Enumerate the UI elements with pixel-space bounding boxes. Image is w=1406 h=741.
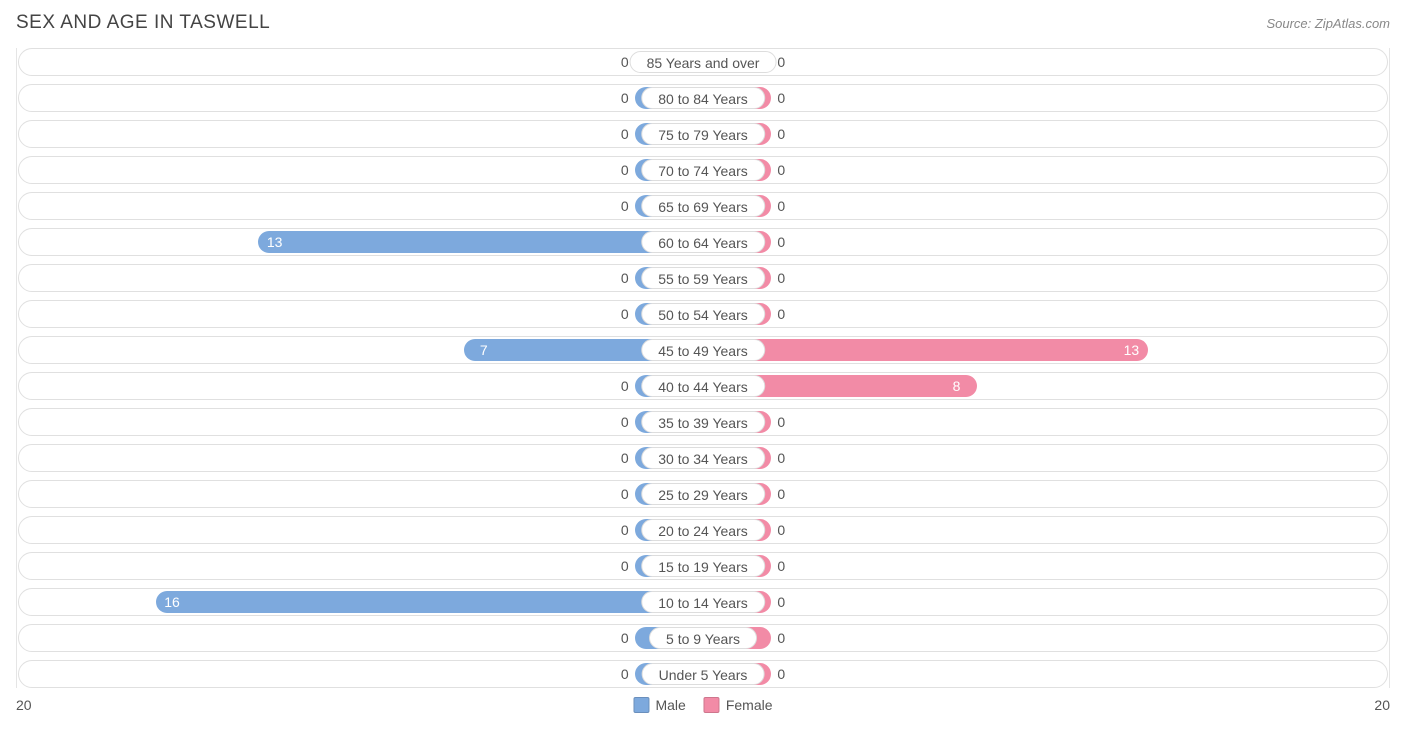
pyramid-row: 0 0 5 to 9 Years xyxy=(18,624,1388,652)
category-pill: 55 to 59 Years xyxy=(641,267,765,289)
female-value: 0 xyxy=(777,121,785,147)
category-pill: 60 to 64 Years xyxy=(641,231,765,253)
category-pill: 15 to 19 Years xyxy=(641,555,765,577)
population-pyramid-chart: 0085 Years and over0080 to 84 Years0075 … xyxy=(16,48,1390,688)
female-swatch-icon xyxy=(704,697,720,713)
pyramid-row: 0 0 Under 5 Years xyxy=(18,660,1388,688)
legend-item-male: Male xyxy=(633,697,685,713)
female-value: 0 xyxy=(777,265,785,291)
male-value: 0 xyxy=(621,373,629,399)
pyramid-row: 0 0 35 to 39 Years xyxy=(18,408,1388,436)
male-value: 0 xyxy=(621,121,629,147)
chart-footer: 20 Male Female 20 xyxy=(16,694,1390,716)
pyramid-row: 0 0 75 to 79 Years xyxy=(18,120,1388,148)
pyramid-row: 16 0 10 to 14 Years xyxy=(18,588,1388,616)
male-value: 0 xyxy=(621,517,629,543)
female-bar xyxy=(703,339,1148,361)
female-value: 0 xyxy=(777,625,785,651)
male-value: 7 xyxy=(480,337,488,363)
pyramid-row: 13 0 60 to 64 Years xyxy=(18,228,1388,256)
chart-source: Source: ZipAtlas.com xyxy=(1266,16,1390,31)
pyramid-row: 0 0 65 to 69 Years xyxy=(18,192,1388,220)
chart-header: SEX AND AGE IN TASWELL Source: ZipAtlas.… xyxy=(16,12,1390,34)
female-value: 0 xyxy=(777,445,785,471)
male-value: 0 xyxy=(621,157,629,183)
axis-max-right: 20 xyxy=(1374,697,1390,713)
female-value: 0 xyxy=(777,481,785,507)
male-value: 0 xyxy=(621,661,629,687)
male-value: 0 xyxy=(621,49,629,75)
female-value: 0 xyxy=(777,229,785,255)
female-value: 13 xyxy=(1124,337,1140,363)
male-value: 0 xyxy=(621,409,629,435)
male-value: 0 xyxy=(621,193,629,219)
chart-title: SEX AND AGE IN TASWELL xyxy=(16,12,270,34)
category-pill: 20 to 24 Years xyxy=(641,519,765,541)
female-value: 0 xyxy=(777,301,785,327)
male-value: 0 xyxy=(621,301,629,327)
category-pill: 30 to 34 Years xyxy=(641,447,765,469)
female-value: 0 xyxy=(777,517,785,543)
pyramid-row: 7 13 45 to 49 Years xyxy=(18,336,1388,364)
pyramid-row: 0 0 70 to 74 Years xyxy=(18,156,1388,184)
male-value: 0 xyxy=(621,481,629,507)
pyramid-row: 0 0 20 to 24 Years xyxy=(18,516,1388,544)
category-pill: 80 to 84 Years xyxy=(641,87,765,109)
category-pill: 50 to 54 Years xyxy=(641,303,765,325)
male-value: 0 xyxy=(621,265,629,291)
legend-label-male: Male xyxy=(655,697,685,713)
legend-label-female: Female xyxy=(726,697,773,713)
male-value: 0 xyxy=(621,85,629,111)
category-pill: 85 Years and over xyxy=(630,51,777,73)
female-value: 0 xyxy=(777,409,785,435)
pyramid-row: 0 0 80 to 84 Years xyxy=(18,84,1388,112)
pyramid-row: 0 0 50 to 54 Years xyxy=(18,300,1388,328)
male-value: 0 xyxy=(621,625,629,651)
female-value: 0 xyxy=(777,589,785,615)
legend: Male Female xyxy=(633,697,772,713)
pyramid-row: 0 0 30 to 34 Years xyxy=(18,444,1388,472)
category-pill: 75 to 79 Years xyxy=(641,123,765,145)
category-pill: 45 to 49 Years xyxy=(641,339,765,361)
female-value: 0 xyxy=(777,193,785,219)
pyramid-row: 0 8 40 to 44 Years xyxy=(18,372,1388,400)
category-pill: 35 to 39 Years xyxy=(641,411,765,433)
female-value: 8 xyxy=(953,373,961,399)
female-value: 0 xyxy=(777,85,785,111)
female-value: 0 xyxy=(777,157,785,183)
pyramid-row: 0 085 Years and over xyxy=(18,48,1388,76)
legend-item-female: Female xyxy=(704,697,773,713)
male-value: 16 xyxy=(164,589,180,615)
category-pill: 70 to 74 Years xyxy=(641,159,765,181)
male-value: 0 xyxy=(621,553,629,579)
male-value: 0 xyxy=(621,445,629,471)
male-bar xyxy=(156,591,703,613)
category-pill: 65 to 69 Years xyxy=(641,195,765,217)
pyramid-row: 0 0 55 to 59 Years xyxy=(18,264,1388,292)
axis-max-left: 20 xyxy=(16,697,32,713)
category-pill: 5 to 9 Years xyxy=(649,627,757,649)
category-pill: 25 to 29 Years xyxy=(641,483,765,505)
female-value: 0 xyxy=(777,553,785,579)
male-bar xyxy=(258,231,703,253)
pyramid-row: 0 0 15 to 19 Years xyxy=(18,552,1388,580)
male-value: 13 xyxy=(267,229,283,255)
female-value: 0 xyxy=(777,661,785,687)
pyramid-row: 0 0 25 to 29 Years xyxy=(18,480,1388,508)
category-pill: 40 to 44 Years xyxy=(641,375,765,397)
male-swatch-icon xyxy=(633,697,649,713)
category-pill: 10 to 14 Years xyxy=(641,591,765,613)
female-value: 0 xyxy=(777,49,785,75)
category-pill: Under 5 Years xyxy=(642,663,765,685)
